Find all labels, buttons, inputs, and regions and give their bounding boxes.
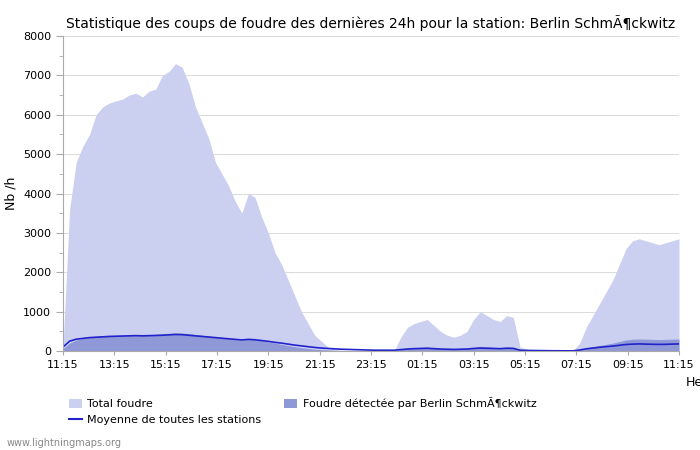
Y-axis label: Nb /h: Nb /h (4, 177, 18, 210)
Title: Statistique des coups de foudre des dernières 24h pour la station: Berlin SchmÃ¶: Statistique des coups de foudre des dern… (66, 15, 676, 31)
Text: Heure: Heure (686, 376, 700, 389)
Text: www.lightningmaps.org: www.lightningmaps.org (7, 438, 122, 448)
Legend: Total foudre, Moyenne de toutes les stations, Foudre détectée par Berlin SchmÃ¶c: Total foudre, Moyenne de toutes les stat… (69, 397, 536, 425)
